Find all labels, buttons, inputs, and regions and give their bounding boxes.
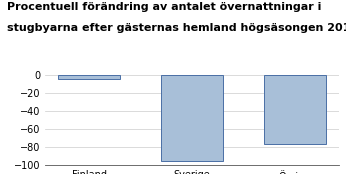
Bar <box>264 75 326 144</box>
Text: stugbyarna efter gästernas hemland högsäsongen 2019-2020: stugbyarna efter gästernas hemland högsä… <box>7 23 346 33</box>
Bar <box>58 75 120 79</box>
Text: Procentuell förändring av antalet övernattningar i: Procentuell förändring av antalet överna… <box>7 2 321 12</box>
Bar <box>161 75 223 161</box>
